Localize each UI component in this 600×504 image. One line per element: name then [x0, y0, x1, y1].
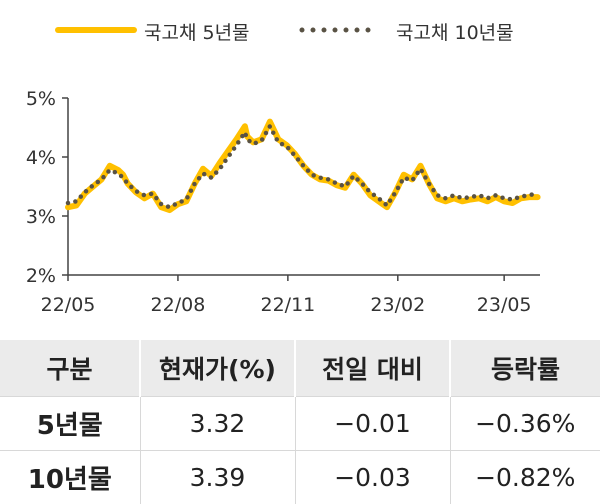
table-header-cell: 구분 — [0, 340, 141, 397]
table-header-cell: 등락률 — [450, 340, 600, 397]
table-cell: −0.03 — [295, 450, 451, 504]
x-tick-label: 23/02 — [370, 294, 425, 316]
y-tick-label: 2% — [26, 265, 56, 287]
y-tick-label: 4% — [26, 147, 56, 169]
x-tick-label: 22/05 — [41, 294, 96, 316]
x-tick-label: 22/11 — [260, 294, 315, 316]
row-label: 10년물 — [0, 450, 141, 504]
table-cell: −0.82% — [450, 450, 600, 504]
legend-label-5y: 국고채 5년물 — [144, 22, 250, 44]
bond-yield-chart: 국고채 5년물 국고채 10년물 2% 3% 4% 5% 22/05 22/08 22/11 23… — [26, 22, 541, 316]
table-row: 10년물 3.39 −0.03 −0.82% — [0, 450, 600, 504]
table-row: 5년물 3.32 −0.01 −0.36% — [0, 396, 600, 451]
table-cell: 3.32 — [140, 396, 296, 451]
table-header-cell: 현재가(%) — [140, 340, 296, 397]
x-tick-label: 22/08 — [151, 294, 206, 316]
bond-yield-table: 구분 현재가(%) 전일 대비 등락률 5년물 3.32 −0.01 −0.36… — [0, 340, 600, 504]
y-tick-label: 3% — [26, 206, 56, 228]
row-label: 5년물 — [0, 396, 141, 451]
table-cell: 3.39 — [140, 450, 296, 504]
table-header-cell: 전일 대비 — [295, 340, 451, 397]
x-tick-label: 23/05 — [477, 294, 532, 316]
table-cell: −0.01 — [295, 396, 451, 451]
y-tick-label: 5% — [26, 88, 56, 110]
legend-label-10y: 국고채 10년물 — [396, 22, 514, 44]
table-cell: −0.36% — [450, 396, 600, 451]
table-header-row: 구분 현재가(%) 전일 대비 등락률 — [0, 340, 600, 397]
